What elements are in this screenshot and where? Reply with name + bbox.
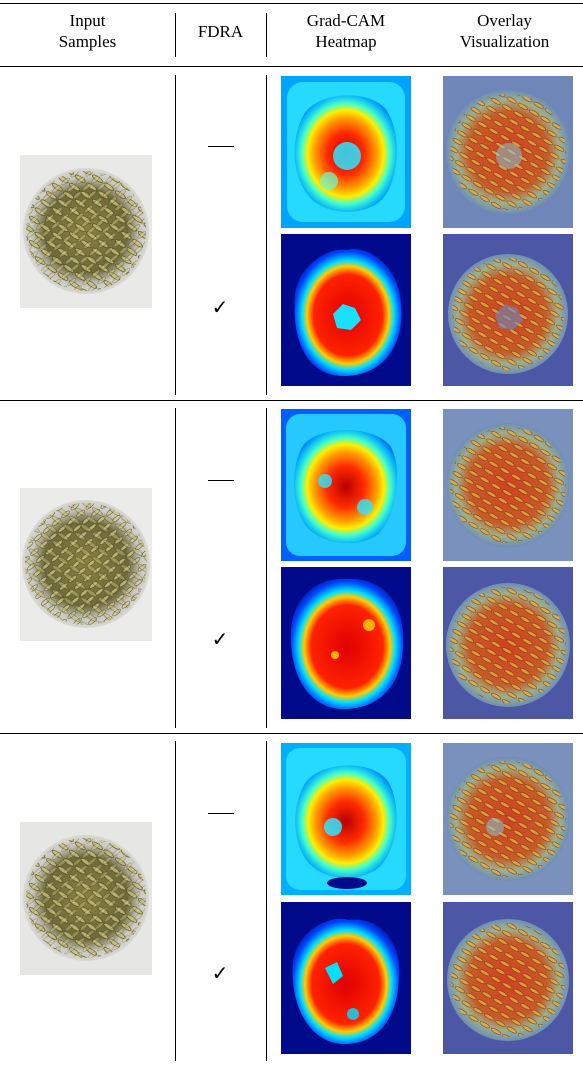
overlay-visualization-image (443, 567, 573, 719)
header-divider-1 (175, 13, 176, 57)
top-rule (0, 3, 583, 4)
overlay-visualization-image (443, 743, 573, 895)
fdra-without-mark (208, 480, 234, 481)
overlay-visualization-image (443, 76, 573, 228)
group2-divider-2 (266, 408, 267, 728)
header-input-line1: Input (69, 11, 106, 30)
header-fdra: FDRA (175, 21, 266, 42)
fdra-without-mark (208, 146, 234, 147)
header-overlay-line1: Overlay (477, 11, 532, 30)
grad-cam-heatmap-image (281, 743, 411, 895)
group1-divider-2 (266, 75, 267, 395)
grad-cam-heatmap-image (281, 902, 411, 1054)
grad-cam-heatmap-image (281, 409, 411, 561)
grad-cam-heatmap-image (281, 234, 411, 386)
header-fdra-label: FDRA (197, 22, 244, 41)
overlay-visualization-image (443, 409, 573, 561)
grad-cam-heatmap-image (281, 76, 411, 228)
header-gradcam-line2: Heatmap (315, 32, 377, 51)
grad-cam-heatmap-image (281, 567, 411, 719)
header-input-line2: Samples (58, 32, 117, 51)
header-divider-2 (266, 13, 267, 57)
fdra-without-mark (208, 813, 234, 814)
fdra-with-mark: ✓ (211, 297, 229, 319)
group1-rule (0, 400, 583, 401)
header-overlay: Overlay Visualization (426, 10, 583, 52)
fdra-with-mark: ✓ (211, 963, 229, 985)
header-rule (0, 66, 583, 67)
group2-rule (0, 733, 583, 734)
input-sample-image (20, 155, 152, 308)
overlay-visualization-image (443, 234, 573, 386)
group3-divider-1 (175, 741, 176, 1061)
group3-divider-2 (266, 741, 267, 1061)
header-overlay-line2: Visualization (459, 32, 550, 51)
header-input-samples: Input Samples (0, 10, 175, 52)
header-gradcam-line1: Grad-CAM (306, 11, 386, 30)
input-sample-image (20, 822, 152, 975)
input-sample-image (20, 488, 152, 641)
fdra-with-mark: ✓ (211, 629, 229, 651)
group2-divider-1 (175, 408, 176, 728)
group1-divider-1 (175, 75, 176, 395)
header-gradcam: Grad-CAM Heatmap (266, 10, 426, 52)
overlay-visualization-image (443, 902, 573, 1054)
